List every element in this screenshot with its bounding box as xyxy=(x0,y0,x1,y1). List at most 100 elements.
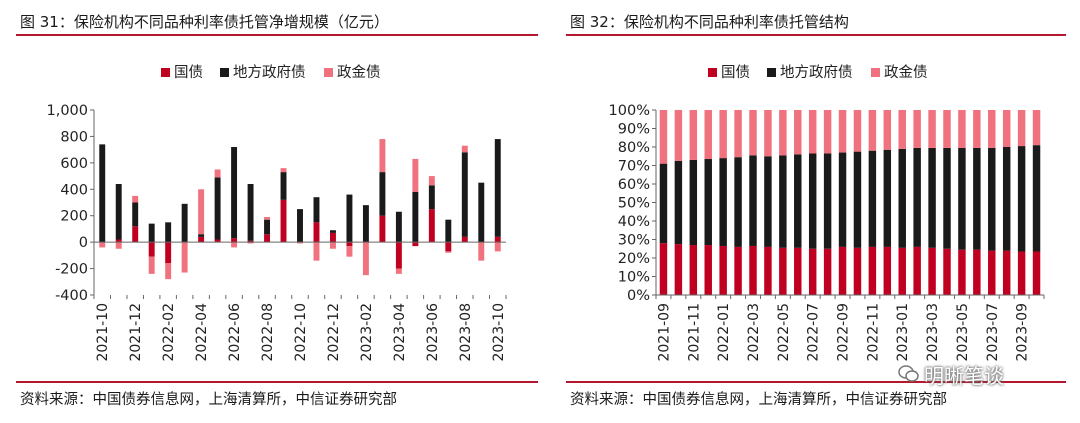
bar-2023-01-s1 xyxy=(346,194,353,243)
bar-2022-01-s0 xyxy=(148,242,155,257)
bar-2022-06-s0 xyxy=(794,247,802,295)
bar-2022-02-s2 xyxy=(734,110,742,158)
y-tick-label: 200 xyxy=(60,209,88,225)
bar-2022-04-s1 xyxy=(764,156,772,247)
bar-2022-04-s2 xyxy=(198,189,205,235)
bar-2022-07-s2 xyxy=(808,110,817,154)
bar-2023-05-s1 xyxy=(958,147,966,250)
bar-2023-03-s1 xyxy=(379,172,386,216)
bar-2023-09-s2 xyxy=(478,242,485,261)
bar-2022-07-s1 xyxy=(247,184,254,241)
right-title-rule xyxy=(566,34,1066,36)
left-figure-title: 图 31：保险机构不同品种利率债托管净增规模（亿元） xyxy=(20,13,389,31)
y-tick-label: 70% xyxy=(618,159,650,175)
bar-2023-04-s2 xyxy=(943,110,951,148)
right-source-note: 资料来源：中国债券信息网，上海清算所，中信证券研究部 xyxy=(570,392,947,408)
bar-2022-08-s0 xyxy=(823,248,832,295)
right-figure-panel: 图 32：保险机构不同品种利率债托管结构 国债 地方政府债 政金债 0% 10% 20% 3… xyxy=(566,0,1066,423)
left-net-increase-chart: 国债 地方政府债 政金债 -400 -200 0 200 400 600 800 1,000 2021… xyxy=(46,64,506,362)
bar-2021-12-s0 xyxy=(704,245,712,295)
bar-2021-10-s2 xyxy=(674,110,683,161)
bar-2021-12-s1 xyxy=(704,159,712,246)
bar-2023-01-s2 xyxy=(898,110,906,149)
bar-2023-10-s2 xyxy=(1032,110,1041,146)
legend-label: 国债 xyxy=(721,64,750,81)
bar-2021-12-s2 xyxy=(704,110,712,160)
legend-item-1: 地方政府债 xyxy=(767,64,853,81)
bar-2022-11-s2 xyxy=(313,242,320,261)
bar-2022-05-s1 xyxy=(214,177,221,240)
x-tick-label: 2022-03 xyxy=(746,303,762,362)
legend-label: 政金债 xyxy=(884,64,928,81)
x-tick-label: 2022-01 xyxy=(716,303,732,362)
bar-2022-06-s1 xyxy=(794,154,802,248)
bar-2023-07-s1 xyxy=(445,219,452,243)
y-tick-label: 40% xyxy=(618,214,650,230)
bar-2021-11-s2 xyxy=(689,110,698,160)
left-title-rule xyxy=(16,34,538,36)
legend-item-0: 国债 xyxy=(161,64,203,81)
bar-2022-01-s2 xyxy=(148,256,155,274)
bar-2023-05-s1 xyxy=(412,191,419,243)
bar-2023-02-s0 xyxy=(913,246,921,295)
bar-2023-09-s0 xyxy=(1017,251,1026,295)
bar-2023-06-s1 xyxy=(973,147,981,250)
x-tick-label: 2022-04 xyxy=(194,303,210,362)
x-tick-label: 2022-07 xyxy=(806,303,822,362)
bar-2022-01-s2 xyxy=(719,110,727,159)
bar-2022-05-s1 xyxy=(779,155,787,248)
y-tick-label: 0% xyxy=(627,288,650,304)
x-tick-label: 2022-09 xyxy=(836,303,852,362)
x-tick-label: 2023-08 xyxy=(458,303,474,362)
legend-item-2: 政金债 xyxy=(324,64,381,81)
bar-2022-08-s1 xyxy=(264,219,271,235)
bar-2023-04-s1 xyxy=(395,211,402,243)
y-tick-label: -200 xyxy=(55,262,88,278)
bar-2021-11-s0 xyxy=(689,245,698,295)
x-tick-label: 2023-06 xyxy=(425,303,441,362)
bar-2022-10-s0 xyxy=(853,247,862,295)
bar-2021-10-s0 xyxy=(674,244,683,295)
bar-2023-05-s2 xyxy=(958,110,966,148)
bar-2022-09-s1 xyxy=(280,172,287,200)
x-tick-label: 2021-10 xyxy=(95,303,111,362)
y-tick-label: 600 xyxy=(60,156,88,172)
y-tick-label: 100% xyxy=(609,103,650,119)
bar-2022-03-s2 xyxy=(181,242,188,273)
x-tick-label: 2023-02 xyxy=(359,303,375,362)
bar-2022-02-s0 xyxy=(734,246,742,295)
bar-2021-12-s0 xyxy=(132,226,139,243)
y-tick-label: 50% xyxy=(618,196,650,212)
x-tick-label: 2021-09 xyxy=(656,303,672,362)
bar-2022-09-s2 xyxy=(280,168,287,173)
bar-2022-04-s1 xyxy=(198,234,205,237)
bar-2022-07-s2 xyxy=(247,242,254,244)
y-tick-label: 1,000 xyxy=(46,103,88,119)
bar-2023-05-s2 xyxy=(412,158,419,192)
x-tick-label: 2023-01 xyxy=(895,303,911,362)
bar-2021-12-s1 xyxy=(132,202,139,227)
bar-2023-09-s1 xyxy=(1017,146,1026,252)
bar-2022-12-s1 xyxy=(329,230,336,233)
bar-2022-12-s1 xyxy=(883,149,892,247)
legend-item-2: 政金债 xyxy=(871,64,928,81)
bar-2022-07-s0 xyxy=(808,248,817,295)
bar-2022-03-s1 xyxy=(181,203,188,243)
bar-2023-02-s2 xyxy=(362,242,369,276)
bar-2022-09-s0 xyxy=(838,246,847,295)
x-tick-label: 2022-12 xyxy=(326,303,342,362)
x-tick-label: 2022-05 xyxy=(776,303,792,362)
y-tick-label: 90% xyxy=(618,122,650,138)
y-tick-label: -400 xyxy=(55,288,88,304)
wechat-icon xyxy=(898,364,920,388)
bar-2022-09-s2 xyxy=(838,110,847,153)
bar-2023-08-s1 xyxy=(1002,147,1011,251)
x-tick-label: 2021-12 xyxy=(128,303,144,362)
bar-2021-09-s0 xyxy=(659,243,668,295)
bar-2023-08-s1 xyxy=(461,152,468,237)
bar-2022-12-s0 xyxy=(329,232,336,243)
bar-2022-01-s1 xyxy=(719,158,727,246)
bar-2023-09-s2 xyxy=(1017,110,1026,147)
legend-label: 地方政府债 xyxy=(233,64,306,81)
bar-2023-10-s1 xyxy=(494,139,501,237)
